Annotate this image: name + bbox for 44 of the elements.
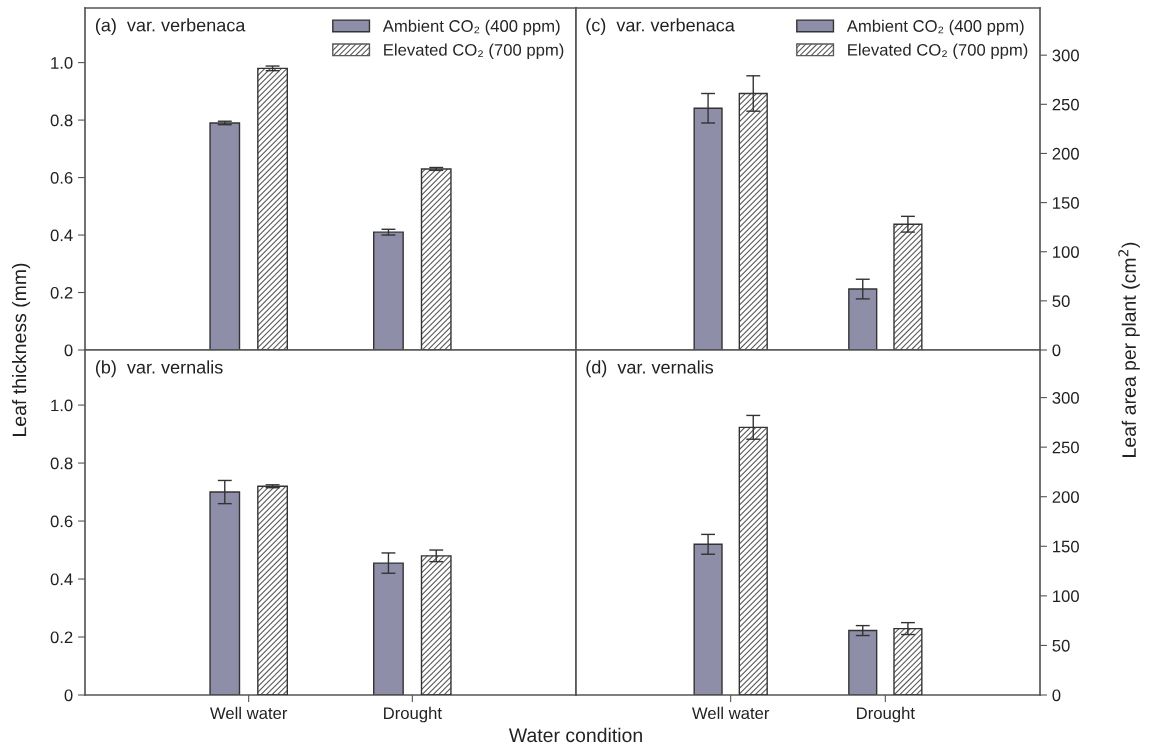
- y-tick-label: 0.4: [50, 229, 73, 242]
- x-tick-label: Drought: [384, 706, 442, 723]
- y2-tick-label: 250: [1052, 441, 1079, 454]
- y2-tick-label: 250: [1052, 98, 1079, 111]
- x-tick-label: Well water: [209, 706, 288, 720]
- y-tick-label: 0.6: [50, 515, 73, 528]
- x-tick-label: Drought: [857, 706, 915, 723]
- y2-tick-label: 150: [1053, 196, 1079, 209]
- y2-tick-label: 0: [1052, 344, 1061, 357]
- y2-tick-label: 100: [1053, 590, 1079, 603]
- y2-tick-label: 300: [1052, 49, 1079, 62]
- y2-tick-label: 0: [1052, 689, 1061, 702]
- y2-tick-label: 300: [1052, 391, 1079, 404]
- y-tick-label: 0.8: [50, 457, 73, 470]
- y-tick-label: 1.0: [51, 399, 73, 412]
- legend-label: Elevated CO₂ (700 ppm): [384, 43, 564, 60]
- legend-label: Ambient CO₂ (400 ppm): [846, 19, 1024, 36]
- y-tick-label: 0.4: [50, 573, 73, 586]
- bar: [848, 629, 878, 695]
- text: (c) var. verbenaca: [586, 18, 735, 36]
- y-tick-label: 0.6: [50, 171, 73, 184]
- y-tick-label: 0: [64, 689, 73, 702]
- x-tick-label: Well water: [691, 706, 770, 720]
- y-tick-label: 0.2: [50, 631, 73, 644]
- y2-tick-label: 100: [1053, 246, 1079, 258]
- y2-tick-label: 150: [1053, 540, 1079, 553]
- y2-tick-label: 50: [1052, 295, 1070, 308]
- y-tick-label: 1.0: [51, 57, 73, 69]
- text: (a) var. verbenaca: [95, 18, 246, 36]
- y-tick-label: 0.8: [50, 114, 73, 127]
- bar: [209, 122, 241, 350]
- y-tick-label: 0.2: [50, 286, 73, 299]
- bar: [373, 231, 404, 350]
- text: (b) var. vernalis: [95, 360, 223, 378]
- y2-axis-title: Leaf area per plant (cm$^{2}$): [1118, 242, 1140, 457]
- text: (d) var. vernalis: [586, 360, 714, 378]
- y2-tick-label: 200: [1052, 491, 1079, 503]
- y-tick-label: 0: [64, 344, 73, 357]
- y-axis-title: Leaf thickness (mm): [12, 263, 31, 436]
- legend-label: Ambient CO₂ (400 ppm): [382, 19, 560, 36]
- y2-tick-label: 50: [1052, 639, 1070, 652]
- y2-tick-label: 200: [1052, 147, 1079, 160]
- legend-label: Elevated CO₂ (700 ppm): [848, 43, 1028, 60]
- x-axis-title: Water condition: [508, 727, 642, 743]
